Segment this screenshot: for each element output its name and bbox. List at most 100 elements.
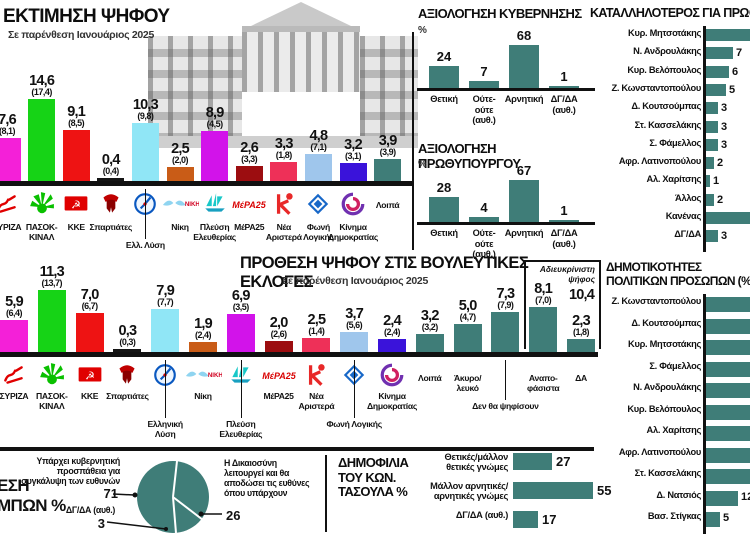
party-label: ΜέΡΑ25: [234, 222, 265, 232]
row-label: Αλ. Χαρίτσης: [646, 425, 702, 435]
vote-bar: [0, 320, 28, 352]
syriza-logo-icon: [1, 361, 27, 389]
row-label: Κανένας: [665, 211, 702, 221]
vote-bar: [113, 349, 142, 352]
plefsi-logo-icon: [202, 190, 228, 218]
nearistera-logo-icon: [271, 190, 297, 218]
bar-prev-value-label: (4,7): [459, 312, 477, 322]
bar-prev-value-label: (2,6): [270, 329, 288, 339]
party-label: Νίκη: [194, 391, 212, 401]
row-bar: [706, 102, 718, 115]
bar-value-label: 2,3: [572, 313, 591, 329]
category-label: Θετική: [430, 228, 458, 238]
bar-value-label: 3,2: [344, 137, 363, 153]
pie-slice-value: 71: [103, 486, 118, 501]
unit-label: %: [418, 25, 427, 36]
row-label: Κυρ. Μητσοτάκης: [628, 339, 701, 349]
bar-prev-value-label: (4,5): [206, 119, 224, 129]
bar-value-label: 2,5: [307, 312, 327, 328]
kinima-logo-icon: [379, 361, 405, 389]
row-label: Σ. Φάμελλος: [649, 137, 701, 148]
row-bar: [706, 29, 750, 41]
row-bar: [706, 212, 750, 224]
bar-value-label: 7,9: [156, 283, 175, 299]
vertical-divider: [412, 32, 414, 250]
row-label: Στ. Κασσελάκης: [634, 119, 702, 130]
party-label: Πλεύση Ελευθερίας: [219, 419, 263, 439]
row-value-label: 6: [732, 65, 739, 78]
vote-bar: [378, 339, 406, 352]
vote-bar: [0, 138, 21, 181]
vote-bar: [226, 314, 255, 352]
bar-prev-value-label: (7,9): [497, 300, 514, 310]
pie-slice-label: ΔΓ/ΔΑ (αυθ.): [65, 505, 115, 515]
bar-value-label: 24: [436, 49, 452, 64]
building-wing-left: [148, 36, 242, 136]
party-label: Λοιπά: [418, 373, 442, 383]
bar-prev-value-label: (2,4): [383, 327, 401, 337]
government-evaluation-chart: ΑΞΙΟΛΟΓΗΣΗ ΚΥΒΕΡΝΗΣΗΣ % 24 Θετική 7 Ούτε-ού…: [415, 0, 597, 132]
vote-bar: [264, 341, 293, 352]
party-label: Ελληνική Λύση: [147, 419, 184, 439]
row-value-label: 5: [723, 512, 730, 524]
chart-title: ΚΑΤΑΛΛΗΛΟΤΕΡΟΣ ΓΙΑ ΠΡΩΘΥΠ: [590, 6, 750, 20]
party-label: Πλεύση Ελευθερίας: [193, 222, 236, 242]
pie-slice-value: 3: [97, 516, 105, 531]
spartiates-logo-icon: [114, 361, 140, 389]
politician-popularity-chart: ΔΗΜΟΤΙΚΟΤΗΤΕΣ ΠΟΛΙΤΙΚΩΝ ΠΡΟΣΩΠΩΝ (%) Ζ. Κ…: [588, 258, 750, 536]
bar-prev-value-label: (0,3): [119, 337, 136, 347]
vote-bar: [37, 290, 66, 352]
pm-evaluation-chart: ΑΞΙΟΛΟΓΗΣΗ ΠΡΩΘΥΠΟΥΡΓΟΥ % 28 Θετική 4 Ούτε-…: [415, 135, 597, 259]
bar-value-label: 5,9: [5, 294, 24, 310]
bar-prev-value-label: (6,4): [5, 308, 23, 318]
party-label: Φωνή Λογικής: [303, 222, 334, 242]
tempi-pie-section: ΕΣΗ ΜΠΩΝ % Υπάρχει κυβερνητική προσπάθεια …: [0, 450, 328, 536]
row-label: Ζ. Κωνσταντοπούλου: [611, 296, 701, 306]
y-axis: [703, 26, 706, 252]
bar-value-label: 3,2: [420, 308, 440, 324]
bar-value-label: 7,3: [496, 286, 516, 302]
row-bar: [706, 65, 729, 78]
bar-value-label: 4: [480, 200, 488, 215]
kke-logo-icon: ☭: [63, 190, 89, 218]
party-label: Κίνημα Δημοκρατίας: [328, 222, 378, 242]
vote-bar: [302, 338, 331, 352]
party-label: ΜέΡΑ25: [263, 391, 294, 401]
row-bar: [706, 469, 750, 484]
row-value-label: 12: [741, 490, 750, 503]
row-bar: [706, 157, 714, 170]
row-label: Δ. Κουτσούμπας: [631, 317, 701, 328]
bar-value-label: 14,6: [29, 73, 55, 89]
bar-prev-value-label: (7,0): [535, 295, 552, 305]
party-label: Λοιπά: [375, 200, 400, 210]
bar-value-label: 1: [560, 203, 568, 218]
row-bar: [706, 512, 720, 527]
svg-text:ΝΙΚΗ: ΝΙΚΗ: [208, 372, 222, 379]
bar-prev-value-label: (6,7): [81, 301, 99, 311]
bar-value-label: 0,3: [118, 323, 138, 339]
vote-intention-chart: ΠΡΟΘΕΣΗ ΨΗΦΟΥ ΣΤΙΣ ΒΟΥΛΕΥΤΙΚΕΣ ΕΚΛΟΓΕΣ Σ…: [0, 252, 601, 446]
party-label: ΣΥΡΙΖΑ: [0, 222, 22, 232]
row-label: Σ. Φάμελλος: [649, 360, 701, 371]
bar-prev-value-label: (1,8): [572, 327, 590, 337]
syriza-logo-icon: [0, 190, 20, 218]
row-bar: [706, 426, 750, 441]
vote-bar: [201, 131, 229, 181]
vertical-divider: [325, 455, 327, 532]
party-label: Νέα Αριστερά: [298, 391, 335, 411]
vote-bar: [62, 130, 90, 181]
vote-bar: [529, 307, 558, 352]
row-value-label: 3: [721, 120, 728, 133]
party-label: ΠΑΣΟΚ- ΚΙΝΑΛ: [25, 222, 58, 242]
vote-bar: [374, 159, 402, 181]
row-bar: [513, 482, 593, 499]
category-label: Ούτε-ούτε (αυθ.): [472, 228, 496, 259]
bar-prev-value-label: (0,4): [102, 166, 120, 176]
chart-subtitle: Σε παρένθεση Ιανουάριος 2025: [282, 275, 429, 287]
bar-prev-value-label: (9,8): [137, 111, 154, 121]
pasok-logo-icon: [29, 190, 55, 218]
bar-prev-value-label: (8,1): [0, 126, 16, 136]
party-label: ΚΚΕ: [80, 391, 99, 401]
row-bar: [706, 361, 750, 377]
unclear-vote-bracket: Αδιευκρίνιστη ψήφος 10,4: [524, 260, 601, 349]
